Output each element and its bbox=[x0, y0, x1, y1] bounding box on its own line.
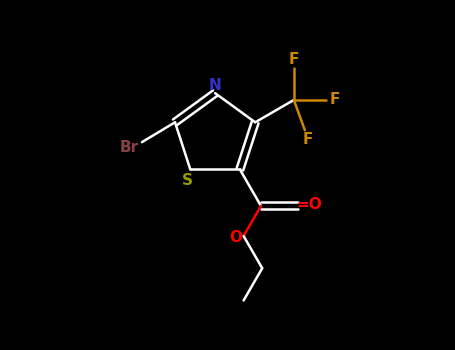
Text: F: F bbox=[330, 92, 340, 107]
Text: F: F bbox=[288, 52, 299, 67]
Text: F: F bbox=[302, 132, 313, 147]
Text: =O: =O bbox=[296, 197, 322, 212]
Text: Br: Br bbox=[120, 140, 139, 155]
Text: N: N bbox=[209, 78, 222, 93]
Text: S: S bbox=[182, 173, 193, 188]
Text: O: O bbox=[230, 230, 243, 245]
